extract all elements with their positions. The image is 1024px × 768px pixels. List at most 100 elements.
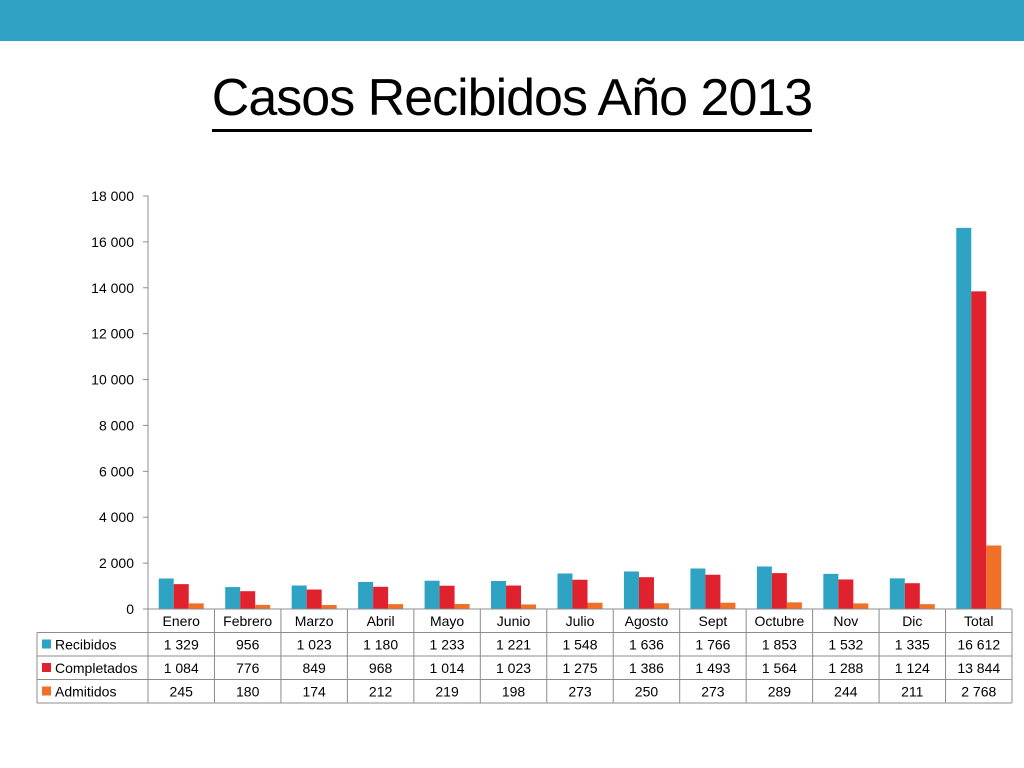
table-cell-value: 776 [236, 660, 260, 676]
table-cell-value: 211 [901, 684, 924, 700]
category-label: Total [964, 613, 994, 629]
table-cell-value: 1 493 [695, 660, 730, 676]
table-cell-value: 849 [302, 660, 326, 676]
table-cell-value: 1 084 [164, 660, 199, 676]
bar-recibidos-nov [823, 573, 839, 609]
y-tick-label: 10 000 [91, 372, 134, 388]
table-cell-value: 245 [170, 684, 194, 700]
category-label: Marzo [295, 613, 334, 629]
table-cell-value: 1 532 [828, 637, 863, 653]
top-color-band [0, 0, 1024, 41]
bar-admitidos-enero [188, 603, 204, 609]
page-title-text: Casos Recibidos Año 2013 [211, 69, 813, 132]
table-cell-value: 219 [435, 684, 459, 700]
table-cell-value: 1 233 [430, 637, 465, 653]
bar-completados-julio [572, 579, 588, 609]
bar-recibidos-abril [358, 581, 374, 609]
table-cell-value: 244 [834, 684, 858, 700]
page-title: Casos Recibidos Año 2013 [0, 68, 1024, 132]
y-tick-label: 14 000 [91, 280, 134, 296]
table-cell-value: 1 564 [762, 660, 797, 676]
legend-key-completados [42, 663, 51, 672]
category-label: Dic [902, 613, 922, 629]
bar-admitidos-total [986, 545, 1002, 609]
table-cell-value: 13 844 [957, 660, 1000, 676]
table-cell-value: 198 [502, 684, 526, 700]
category-label: Febrero [223, 613, 272, 629]
bar-recibidos-enero [158, 578, 174, 609]
table-cell-value: 1 853 [762, 637, 797, 653]
y-tick-label: 8 000 [99, 417, 134, 433]
bar-completados-mayo [439, 585, 455, 609]
bar-recibidos-marzo [291, 585, 307, 609]
series-label: Admitidos [55, 684, 116, 700]
y-tick-label: 6 000 [99, 463, 134, 479]
bar-completados-octubre [771, 573, 787, 609]
table-cell-value: 250 [635, 684, 659, 700]
table-cell-value: 273 [701, 684, 725, 700]
bar-admitidos-dic [919, 604, 935, 609]
bar-recibidos-octubre [756, 566, 772, 609]
bar-admitidos-sept [720, 602, 736, 609]
bar-recibidos-julio [557, 573, 573, 609]
table-cell-value: 212 [369, 684, 393, 700]
table-cell-value: 1 288 [828, 660, 863, 676]
bar-recibidos-junio [491, 580, 507, 609]
table-cell-value: 1 023 [496, 660, 531, 676]
table-cell-value: 174 [302, 684, 326, 700]
y-tick-label: 0 [126, 601, 134, 617]
table-cell-value: 1 766 [695, 637, 730, 653]
bar-recibidos-febrero [225, 587, 241, 609]
bar-admitidos-junio [521, 604, 537, 609]
bar-completados-abril [373, 586, 389, 609]
bar-recibidos-mayo [424, 580, 440, 609]
table-cell-value: 1 275 [562, 660, 597, 676]
bar-completados-junio [506, 585, 522, 609]
table-cell-value: 16 612 [957, 637, 1000, 653]
bar-recibidos-total [956, 227, 972, 609]
bar-admitidos-nov [853, 603, 869, 609]
category-label: Sept [699, 613, 728, 629]
bar-completados-sept [705, 574, 721, 609]
table-cell-value: 1 124 [895, 660, 930, 676]
y-tick-label: 2 000 [99, 555, 134, 571]
bar-admitidos-agosto [653, 603, 669, 609]
bar-completados-nov [838, 579, 854, 609]
bar-completados-marzo [306, 589, 322, 609]
bar-recibidos-dic [889, 578, 905, 609]
table-cell-value: 1 221 [496, 637, 531, 653]
table-cell-value: 1 386 [629, 660, 664, 676]
table-cell-value: 2 768 [961, 684, 996, 700]
y-tick-label: 12 000 [91, 326, 134, 342]
bar-admitidos-julio [587, 602, 603, 609]
legend-key-recibidos [42, 639, 51, 649]
bar-admitidos-octubre [786, 602, 802, 609]
category-label: Nov [833, 613, 858, 629]
category-label: Octubre [754, 613, 804, 629]
bar-admitidos-abril [388, 604, 404, 609]
table-cell-value: 1 329 [164, 637, 199, 653]
table-cell-value: 1 014 [430, 660, 465, 676]
table-cell-value: 1 636 [629, 637, 664, 653]
bar-admitidos-febrero [255, 604, 271, 609]
bar-admitidos-marzo [321, 605, 337, 609]
table-cell-value: 1 023 [297, 637, 332, 653]
table-cell-value: 273 [568, 684, 592, 700]
bar-completados-febrero [240, 591, 256, 609]
series-label: Completados [55, 660, 138, 676]
category-label: Abril [367, 613, 395, 629]
bar-recibidos-agosto [623, 571, 639, 609]
table-cell-value: 1 180 [363, 637, 398, 653]
bar-completados-agosto [638, 577, 654, 609]
bar-completados-dic [904, 583, 920, 609]
bar-completados-total [971, 291, 987, 609]
category-label: Mayo [430, 613, 464, 629]
y-tick-label: 18 000 [91, 188, 134, 204]
category-label: Enero [163, 613, 201, 629]
table-cell-value: 1 548 [562, 637, 597, 653]
y-tick-label: 16 000 [91, 234, 134, 250]
category-label: Agosto [625, 613, 669, 629]
category-label: Julio [566, 613, 595, 629]
table-cell-value: 289 [768, 684, 792, 700]
bar-admitidos-mayo [454, 603, 470, 609]
